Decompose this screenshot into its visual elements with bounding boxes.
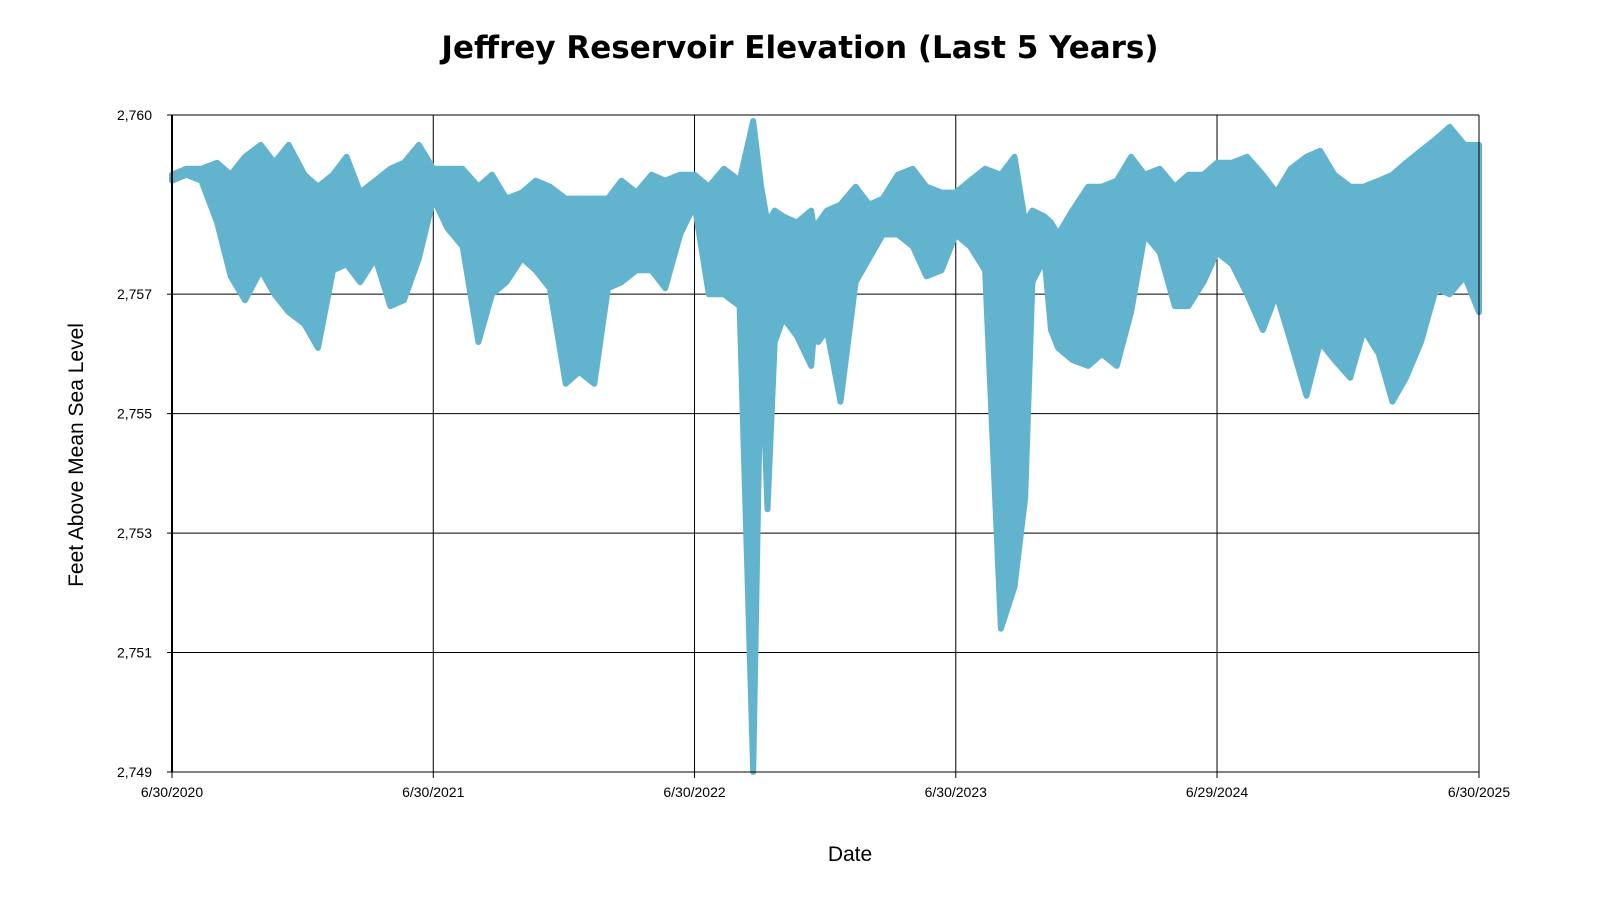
x-tick-label: 6/30/2025 [1448,784,1510,800]
y-tick-label: 2,757 [117,286,152,302]
y-tick-label: 2,760 [117,107,152,123]
x-tick-label: 6/30/2023 [925,784,987,800]
y-tick-label: 2,753 [117,525,152,541]
y-tick-label: 2,749 [117,764,152,780]
x-axis-label: Date [827,843,873,866]
x-tick-label: 6/30/2022 [663,784,725,800]
chart-title: Jeffrey Reservoir Elevation (Last 5 Year… [441,30,1159,66]
x-tick-label: 6/29/2024 [1186,784,1248,800]
y-tick-label: 2,751 [117,645,152,661]
elevation-band [169,118,1482,775]
axes: 2,749 2,751 2,753 2,755 2,757 2,760 6/30/2020 6… [117,107,1510,800]
series-layer [169,118,1482,775]
y-tick-label: 2,755 [117,406,152,422]
x-tick-label: 6/30/2021 [402,784,464,800]
x-tick-label: 6/30/2020 [141,784,203,800]
